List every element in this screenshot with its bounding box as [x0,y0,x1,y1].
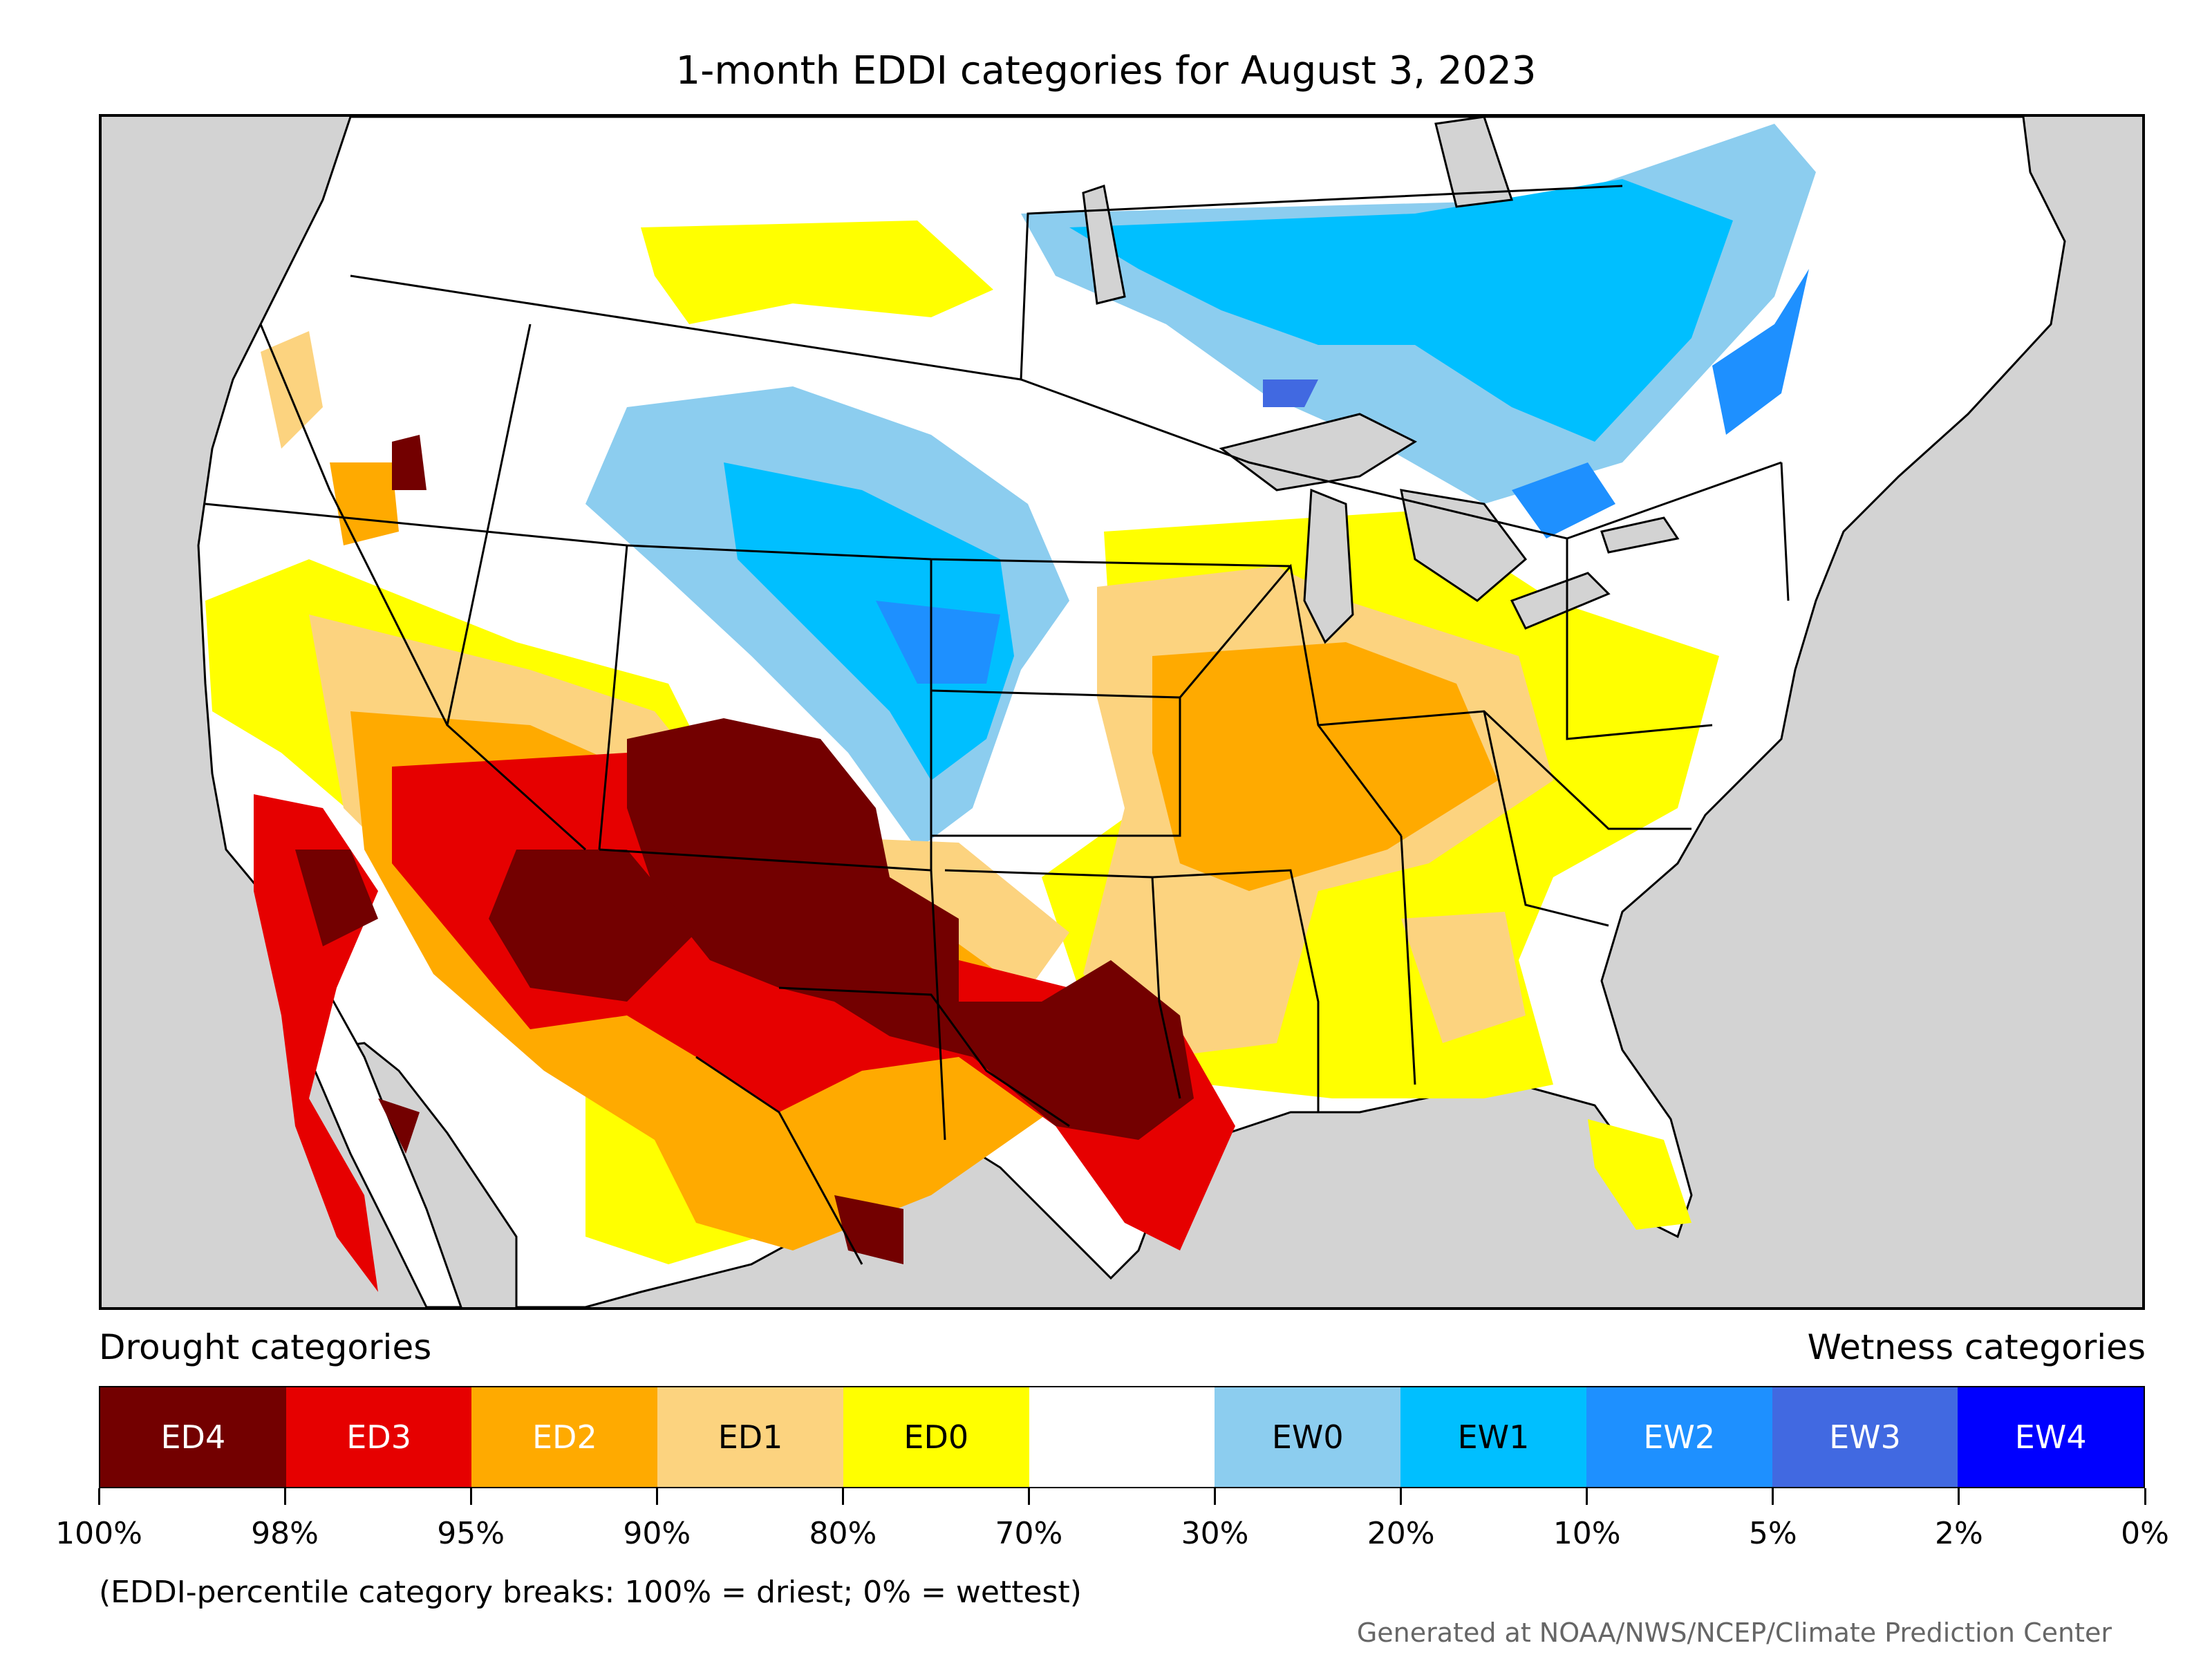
tick-mark [2144,1488,2146,1505]
tick-mark [1214,1488,1217,1505]
percentile-ticks: 100% 98% 95% 90% 80% 70% 30% 20% 10% 5% 2% 0% [55,1488,2169,1557]
tick-label: 5% [1748,1516,1797,1551]
tick-mark [283,1488,286,1505]
colorbar-cell-ed1: ED1 [657,1387,843,1487]
tick-label: 90% [623,1516,691,1551]
category-colorbar: ED4 ED3 ED2 ED1 ED0 EW0 EW1 EW2 EW3 EW4 [99,1386,2145,1488]
category-shading [205,124,1816,1292]
map-title: 1-month EDDI categories for August 3, 20… [675,48,1537,93]
tick-label: 80% [809,1516,877,1551]
tick-mark [1400,1488,1403,1505]
tick-mark [841,1488,844,1505]
tick-mark [1958,1488,1960,1505]
tick-mark [1772,1488,1774,1505]
map-canvas [102,117,2142,1307]
colorbar-cell-ew2: EW2 [1586,1387,1772,1487]
great-lakes [1082,117,1680,644]
drought-categories-label: Drought categories [99,1327,432,1367]
wetness-categories-label: Wetness categories [1807,1327,2146,1367]
colorbar-cell-ew4: EW4 [1958,1387,2144,1487]
tick-label: 0% [2121,1516,2169,1551]
colorbar-cell-ed4: ED4 [100,1387,286,1487]
colorbar-cell-ew3: EW3 [1772,1387,1958,1487]
tick-label: 10% [1553,1516,1621,1551]
boundaries [205,185,1790,1265]
colorbar-cell-normal [1029,1387,1215,1487]
tick-label: 20% [1367,1516,1435,1551]
tick-label: 2% [1935,1516,1983,1551]
tick-mark [469,1488,472,1505]
eddi-map [99,114,2145,1310]
colorbar-cell-ew1: EW1 [1400,1387,1586,1487]
tick-mark [1027,1488,1030,1505]
colorbar-cell-ew0: EW0 [1215,1387,1401,1487]
colorbar-cell-ed0: ED0 [843,1387,1029,1487]
tick-label: 100% [55,1516,142,1551]
baja-land [279,972,462,1307]
tick-label: 70% [995,1516,1063,1551]
colorbar-cell-ed2: ED2 [471,1387,658,1487]
tick-mark [655,1488,658,1505]
percentile-note: (EDDI-percentile category breaks: 100% =… [99,1575,1082,1610]
colorbar-cell-ed3: ED3 [285,1387,472,1487]
tick-label: 30% [1181,1516,1249,1551]
tick-label: 95% [437,1516,505,1551]
tick-label: 98% [251,1516,319,1551]
tick-mark [97,1488,100,1505]
credit-text: Generated at NOAA/NWS/NCEP/Climate Predi… [1356,1618,2112,1648]
tick-mark [1586,1488,1588,1505]
